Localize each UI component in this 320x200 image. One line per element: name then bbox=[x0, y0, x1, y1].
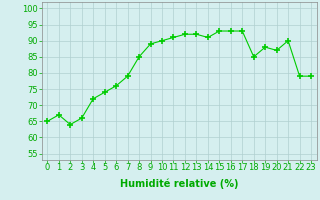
X-axis label: Humidité relative (%): Humidité relative (%) bbox=[120, 178, 238, 189]
